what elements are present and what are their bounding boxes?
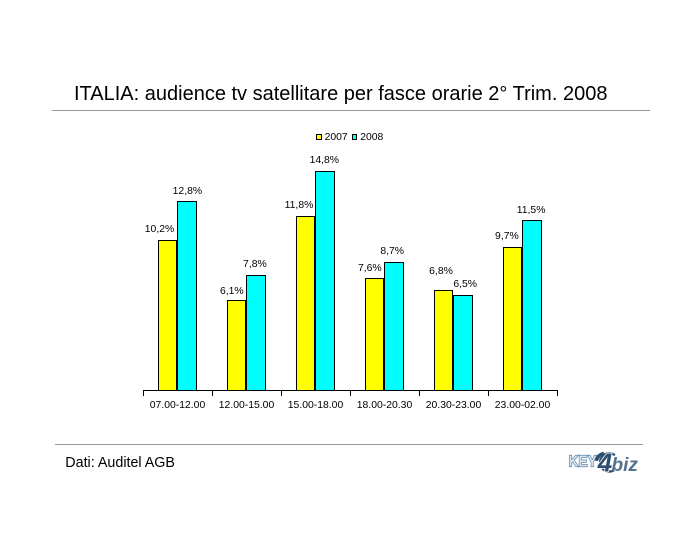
svg-text:4: 4 xyxy=(597,448,613,475)
svg-text:biz: biz xyxy=(612,455,639,475)
svg-text:KEY: KEY xyxy=(569,453,597,470)
